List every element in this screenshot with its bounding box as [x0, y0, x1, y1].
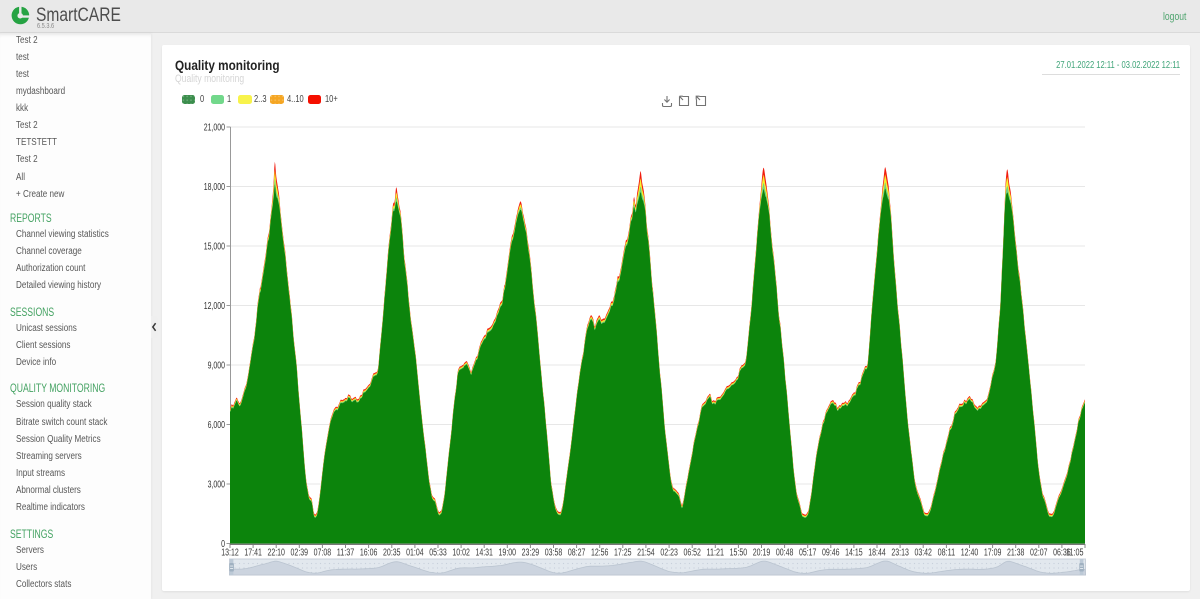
svg-text:12:56: 12:56	[591, 548, 609, 559]
svg-text:0: 0	[221, 539, 225, 550]
svg-text:17:41: 17:41	[244, 548, 262, 559]
svg-text:05:33: 05:33	[429, 548, 447, 559]
svg-text:17:09: 17:09	[984, 548, 1002, 559]
svg-text:17:25: 17:25	[614, 548, 632, 559]
svg-text:11:21: 11:21	[707, 548, 725, 559]
svg-text:11:37: 11:37	[337, 548, 355, 559]
svg-text:12:40: 12:40	[961, 548, 979, 559]
svg-text:23:13: 23:13	[891, 548, 909, 559]
svg-text:08:11: 08:11	[938, 548, 956, 559]
svg-text:13:12: 13:12	[221, 548, 239, 559]
svg-text:00:48: 00:48	[776, 548, 794, 559]
svg-text:21:54: 21:54	[637, 548, 655, 559]
svg-text:05:17: 05:17	[799, 548, 817, 559]
svg-text:14:31: 14:31	[475, 548, 493, 559]
svg-text:18,000: 18,000	[204, 182, 225, 193]
svg-text:01:04: 01:04	[406, 548, 424, 559]
svg-text:15:50: 15:50	[730, 548, 748, 559]
svg-text:03:42: 03:42	[914, 548, 932, 559]
svg-text:3,000: 3,000	[208, 480, 226, 491]
svg-text:21,000: 21,000	[204, 123, 225, 134]
svg-text:02:23: 02:23	[660, 548, 678, 559]
svg-text:09:46: 09:46	[822, 548, 840, 559]
svg-text:18:44: 18:44	[868, 548, 886, 559]
svg-text:08:27: 08:27	[568, 548, 586, 559]
svg-text:07:08: 07:08	[314, 548, 332, 559]
svg-text:16:06: 16:06	[360, 548, 378, 559]
svg-text:03:58: 03:58	[545, 548, 563, 559]
svg-text:14:15: 14:15	[845, 548, 863, 559]
svg-text:11:05: 11:05	[1066, 548, 1084, 559]
svg-text:19:00: 19:00	[499, 548, 517, 559]
svg-text:02:39: 02:39	[291, 548, 309, 559]
svg-text:23:29: 23:29	[522, 548, 540, 559]
svg-text:22:10: 22:10	[267, 548, 285, 559]
svg-text:20:19: 20:19	[753, 548, 771, 559]
svg-text:21:38: 21:38	[1007, 548, 1025, 559]
svg-text:02:07: 02:07	[1030, 548, 1048, 559]
svg-text:6,000: 6,000	[208, 420, 226, 431]
svg-text:06:52: 06:52	[683, 548, 701, 559]
svg-text:12,000: 12,000	[204, 301, 225, 312]
svg-text:06:36: 06:36	[1053, 548, 1071, 559]
svg-text:9,000: 9,000	[208, 361, 226, 372]
svg-text:15,000: 15,000	[204, 242, 225, 253]
svg-text:20:35: 20:35	[383, 548, 401, 559]
svg-text:10:02: 10:02	[452, 548, 470, 559]
